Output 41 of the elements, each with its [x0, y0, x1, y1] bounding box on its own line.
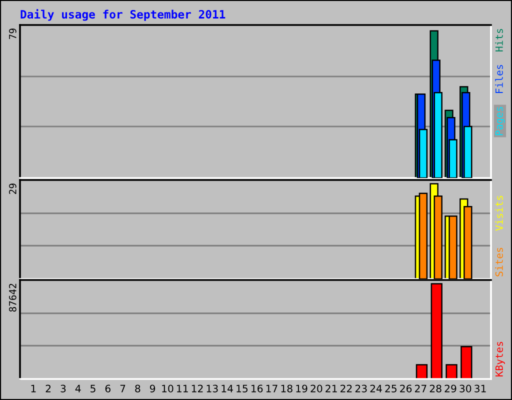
- text: 29: [8, 184, 16, 194]
- x-tick-label: 31: [474, 384, 486, 392]
- x-tick-label: 2: [46, 384, 51, 392]
- text: Sites: [495, 248, 503, 276]
- x-tick-label: 9: [150, 384, 156, 392]
- text: 87642: [8, 284, 16, 312]
- x-tick-label: 12: [192, 384, 203, 392]
- x-tick-label: 20: [310, 384, 322, 392]
- x-tick-label: 5: [90, 384, 96, 392]
- x-tick-label: 19: [296, 384, 308, 392]
- text: KBytes: [495, 342, 505, 376]
- x-tick-label: 25: [385, 384, 396, 392]
- text: Files: [495, 64, 503, 93]
- x-tick-label: 18: [281, 384, 292, 392]
- x-tick-label: 8: [135, 384, 140, 392]
- x-tick-label: 13: [206, 384, 218, 392]
- x-tick-label: 29: [444, 384, 456, 392]
- x-tick-label: 30: [460, 384, 472, 392]
- x-tick-label: 6: [105, 384, 110, 392]
- x-tick-label: 24: [370, 384, 382, 392]
- x-tick-label: 11: [177, 384, 188, 392]
- x-tick-label: 26: [400, 384, 412, 392]
- x-tick-label: 22: [340, 384, 352, 392]
- x-tick-label: 3: [60, 384, 66, 392]
- x-tick-label: 15: [236, 384, 248, 392]
- x-tick-label: 23: [355, 384, 367, 392]
- x-tick-label: 7: [120, 384, 126, 392]
- x-tick-label: 16: [252, 384, 263, 392]
- text: Visits: [495, 196, 503, 231]
- x-tick-label: 21: [326, 384, 337, 392]
- x-tick-label: 27: [414, 384, 426, 392]
- text: 79: [8, 28, 16, 40]
- x-tick-label: 4: [75, 384, 81, 392]
- x-tick-label: 28: [430, 384, 442, 392]
- x-tick-label: 1: [31, 384, 36, 392]
- chart-title: Daily usage for September 2011: [20, 9, 226, 21]
- x-tick-label: 17: [266, 384, 278, 392]
- text: Pages: [495, 106, 505, 136]
- text: Hits: [495, 28, 503, 52]
- x-tick-label: 10: [162, 384, 174, 392]
- x-tick-label: 14: [222, 384, 233, 392]
